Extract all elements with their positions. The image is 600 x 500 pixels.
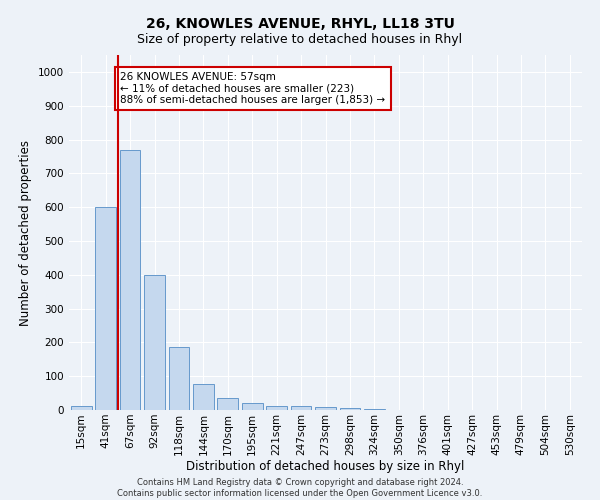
Bar xyxy=(119,150,140,410)
Bar xyxy=(315,406,336,410)
Bar xyxy=(169,348,190,410)
Bar xyxy=(340,408,361,410)
Text: Size of property relative to detached houses in Rhyl: Size of property relative to detached ho… xyxy=(137,32,463,46)
Text: 26 KNOWLES AVENUE: 57sqm
← 11% of detached houses are smaller (223)
88% of semi-: 26 KNOWLES AVENUE: 57sqm ← 11% of detach… xyxy=(120,72,385,105)
Bar xyxy=(266,406,287,410)
Bar xyxy=(290,406,311,410)
X-axis label: Distribution of detached houses by size in Rhyl: Distribution of detached houses by size … xyxy=(187,460,464,473)
Bar xyxy=(193,384,214,410)
Bar xyxy=(144,275,165,410)
Bar xyxy=(217,398,238,410)
Y-axis label: Number of detached properties: Number of detached properties xyxy=(19,140,32,326)
Text: 26, KNOWLES AVENUE, RHYL, LL18 3TU: 26, KNOWLES AVENUE, RHYL, LL18 3TU xyxy=(146,18,454,32)
Bar xyxy=(71,406,92,410)
Bar xyxy=(95,207,116,410)
Text: Contains HM Land Registry data © Crown copyright and database right 2024.
Contai: Contains HM Land Registry data © Crown c… xyxy=(118,478,482,498)
Bar xyxy=(242,403,263,410)
